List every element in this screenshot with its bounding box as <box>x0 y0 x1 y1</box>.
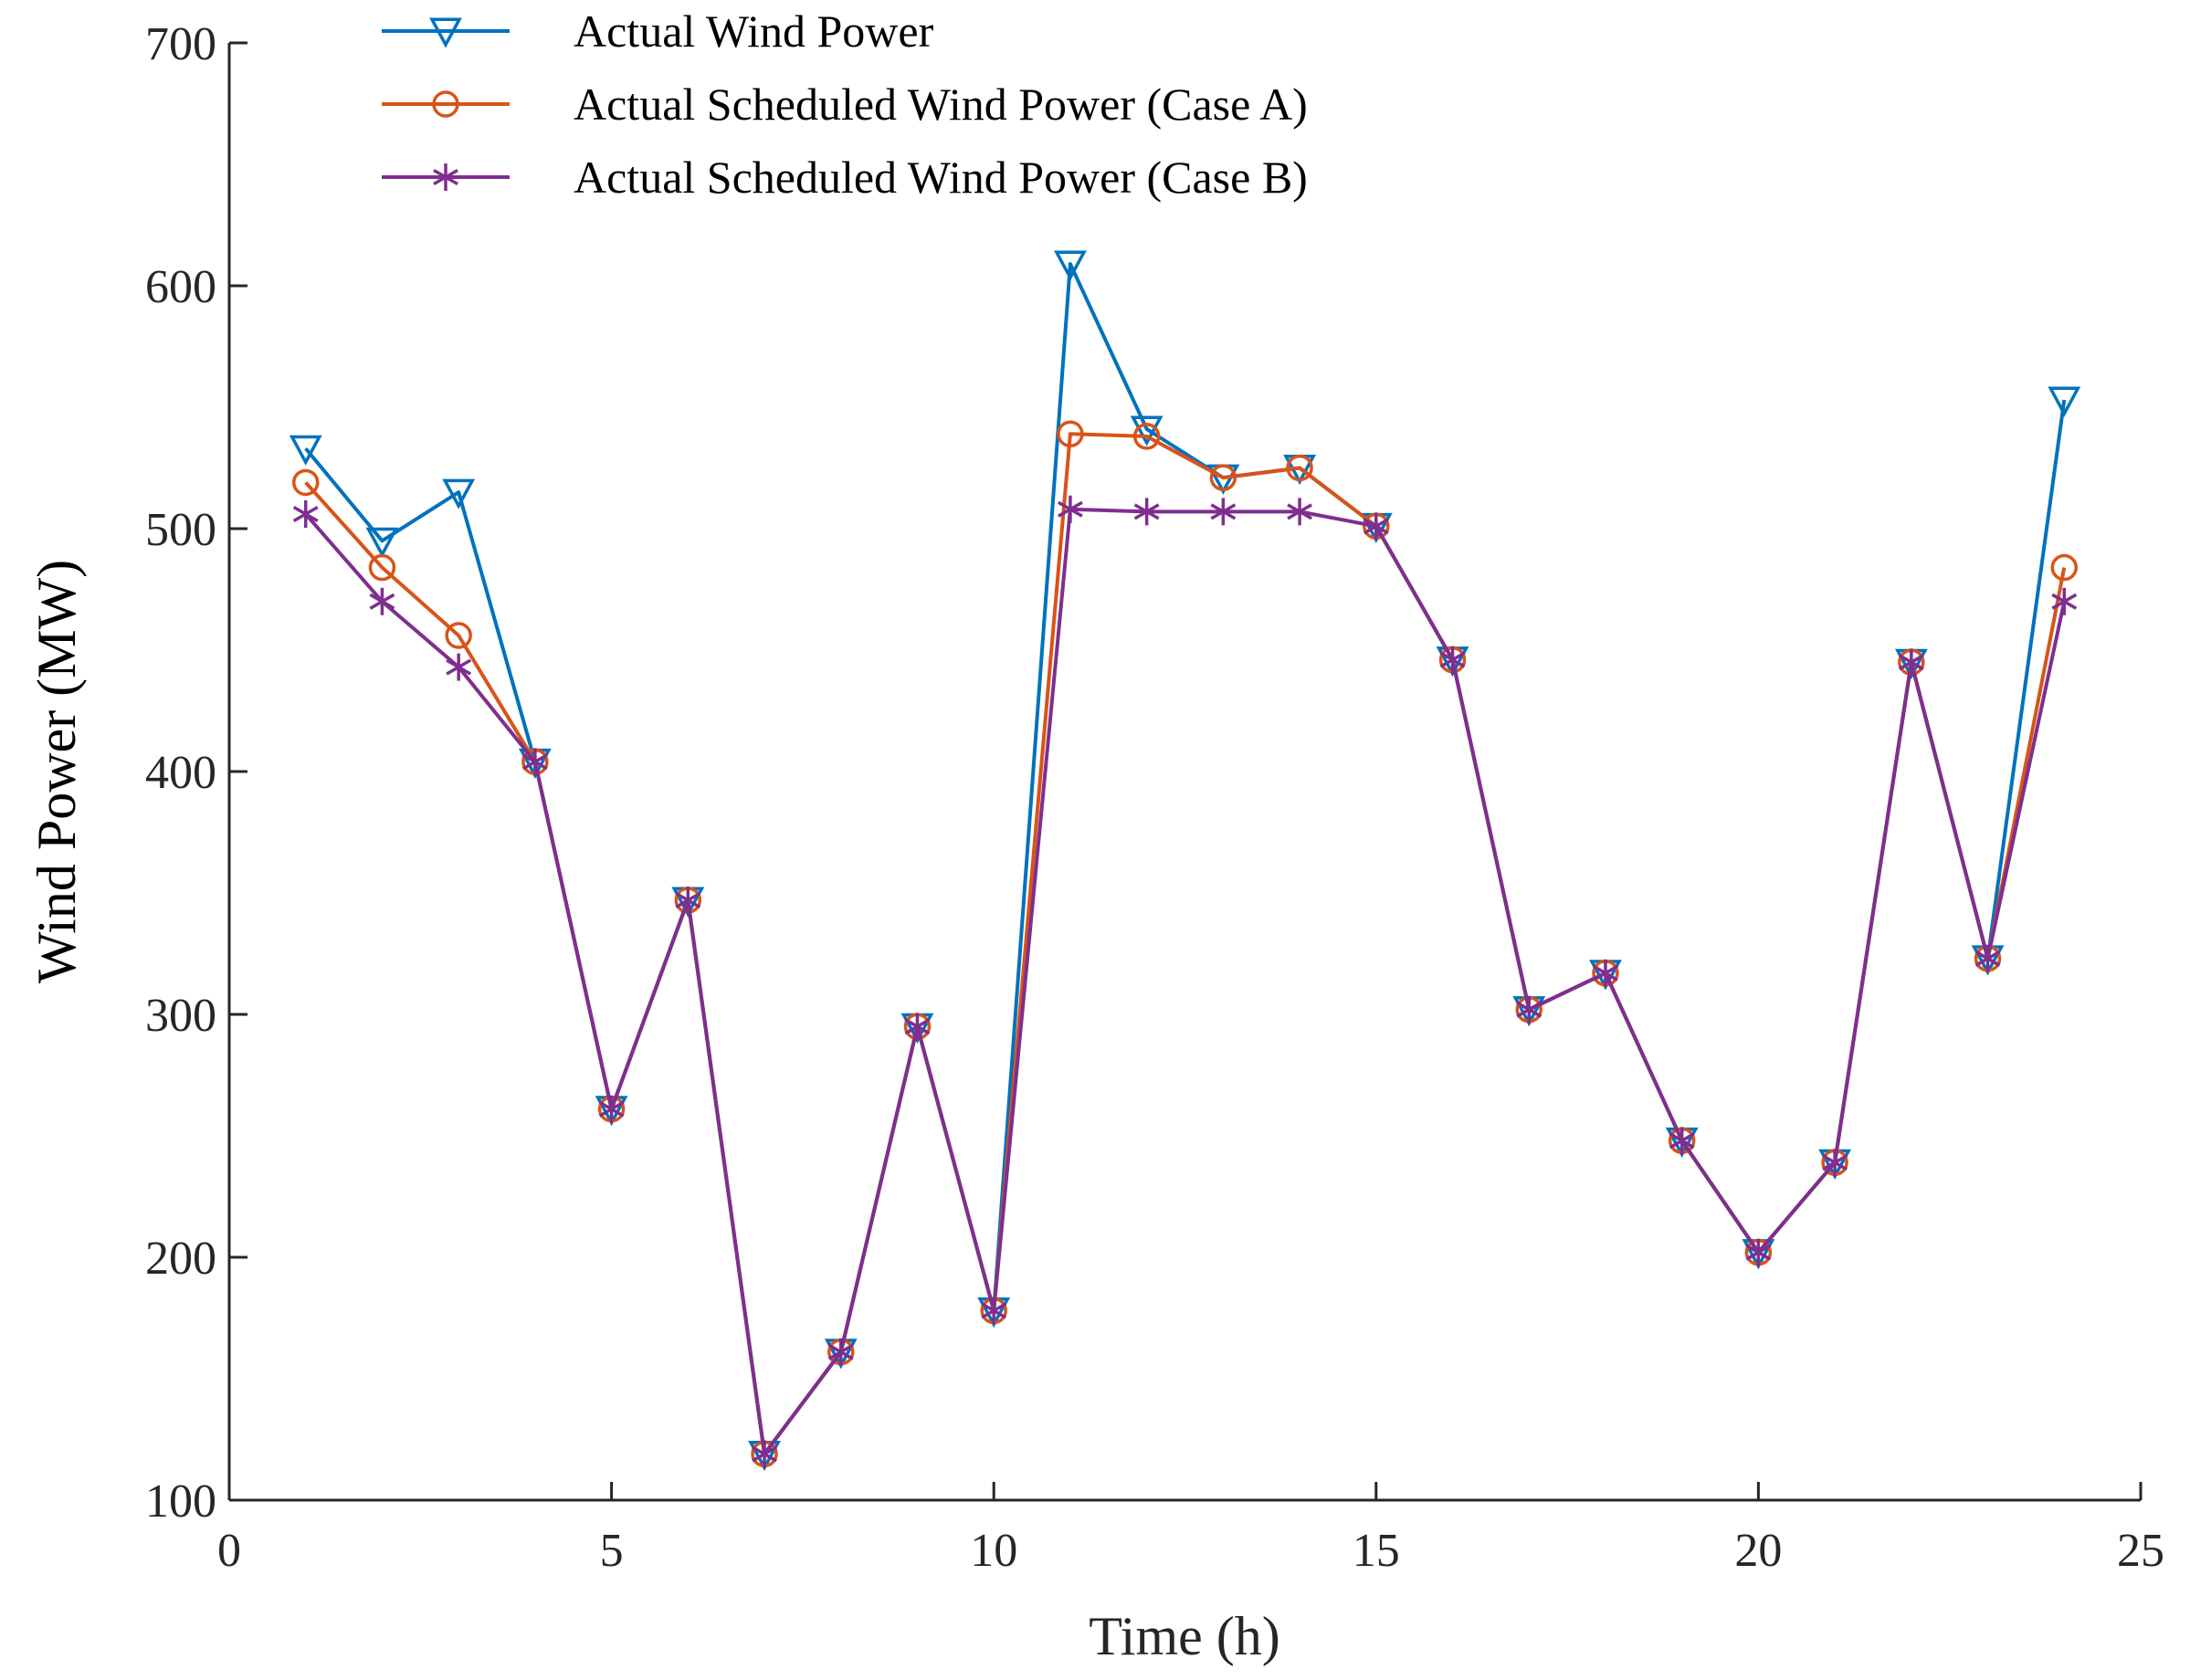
x-axis-title: Time (h) <box>1089 1606 1279 1666</box>
y-tick-label-200: 200 <box>145 1233 216 1285</box>
series-3-point-24 <box>2051 587 2078 615</box>
series-1 <box>289 250 2081 1472</box>
legend-label-1: Actual Wind Power <box>574 5 934 57</box>
series-1-point-3 <box>442 478 476 509</box>
series-1-point-2 <box>365 527 399 558</box>
y-tick-label-300: 300 <box>145 990 216 1042</box>
series-3-point-16 <box>1439 646 1466 674</box>
legend-marker-3 <box>433 163 458 191</box>
series-2 <box>291 420 2079 1468</box>
ticks: 0 5 10 15 20 25 100 200 300 400 500 600 700 <box>145 18 2164 1577</box>
series-3-point-2 <box>369 587 395 615</box>
series-3-point-11 <box>1057 495 1083 523</box>
series-2-point-24 <box>2050 553 2079 582</box>
y-tick-label-600: 600 <box>145 261 216 313</box>
series-3-point-17 <box>1516 995 1542 1024</box>
series-1-point-1 <box>289 435 322 466</box>
series-3-point-14 <box>1287 498 1313 526</box>
x-tick-label-20: 20 <box>1734 1525 1782 1577</box>
series-3-point-13 <box>1210 498 1237 526</box>
legend-marker-1 <box>429 17 462 48</box>
series-3-point-1 <box>292 500 319 529</box>
x-tick-label-15: 15 <box>1353 1525 1400 1577</box>
y-tick-label-700: 700 <box>145 18 216 70</box>
y-tick-label-100: 100 <box>145 1475 216 1528</box>
series-3-point-18 <box>1593 959 1618 987</box>
series-1-point-24 <box>2048 386 2081 417</box>
series-2-point-3 <box>445 622 472 649</box>
series-1-point-11 <box>1053 250 1087 281</box>
legend-label-2: Actual Scheduled Wind Power (Case A) <box>574 79 1308 130</box>
x-tick-label-0: 0 <box>217 1525 241 1577</box>
y-tick-label-500: 500 <box>145 504 216 556</box>
series-2-point-12 <box>1132 423 1161 450</box>
series-3-point-8 <box>827 1338 854 1366</box>
series-3-point-23 <box>1974 944 2001 972</box>
series-3-point-20 <box>1745 1238 1772 1266</box>
x-tick-label-10: 10 <box>970 1525 1017 1577</box>
series-1-point-12 <box>1130 415 1163 446</box>
series-3-point-6 <box>675 886 701 914</box>
legend-entry-2: Actual Scheduled Wind Power (Case A) <box>382 79 1308 130</box>
series-3-point-3 <box>446 653 472 681</box>
x-tick-label-25: 25 <box>2117 1525 2164 1577</box>
legend-label-3: Actual Scheduled Wind Power (Case B) <box>574 152 1308 203</box>
y-tick-label-400: 400 <box>145 747 216 799</box>
legend-entry-1: Actual Wind Power <box>382 5 934 57</box>
series-3-point-21 <box>1822 1149 1848 1177</box>
legend-entry-3: Actual Scheduled Wind Power (Case B) <box>382 152 1308 203</box>
legend-marker-2 <box>432 90 459 118</box>
y-axis-title: Wind Power (MW) <box>26 560 87 983</box>
series-3-point-4 <box>521 748 548 776</box>
series-2-point-13 <box>1209 464 1237 491</box>
series-1-line <box>304 262 2067 1456</box>
series-3-point-7 <box>752 1440 777 1468</box>
series-2-line <box>304 432 2067 1456</box>
series-3-point-10 <box>981 1297 1007 1325</box>
series-3-point-12 <box>1133 498 1160 526</box>
x-tick-label-5: 5 <box>600 1525 624 1577</box>
series-3-line <box>304 507 2067 1456</box>
series-3-point-19 <box>1669 1127 1695 1155</box>
series-2-point-1 <box>291 468 320 497</box>
series-3 <box>292 495 2078 1468</box>
series-3-point-5 <box>598 1095 625 1123</box>
series-3-point-9 <box>904 1013 931 1041</box>
series-2-point-14 <box>1286 454 1313 482</box>
series-3-point-15 <box>1363 512 1389 541</box>
series-2-point-11 <box>1057 420 1084 448</box>
axes <box>227 43 2141 1502</box>
series-2-point-2 <box>368 553 396 582</box>
legend: Actual Wind Power Actual Scheduled Wind P… <box>382 5 1308 203</box>
data-series <box>289 250 2081 1472</box>
series-3-point-22 <box>1898 648 1924 677</box>
